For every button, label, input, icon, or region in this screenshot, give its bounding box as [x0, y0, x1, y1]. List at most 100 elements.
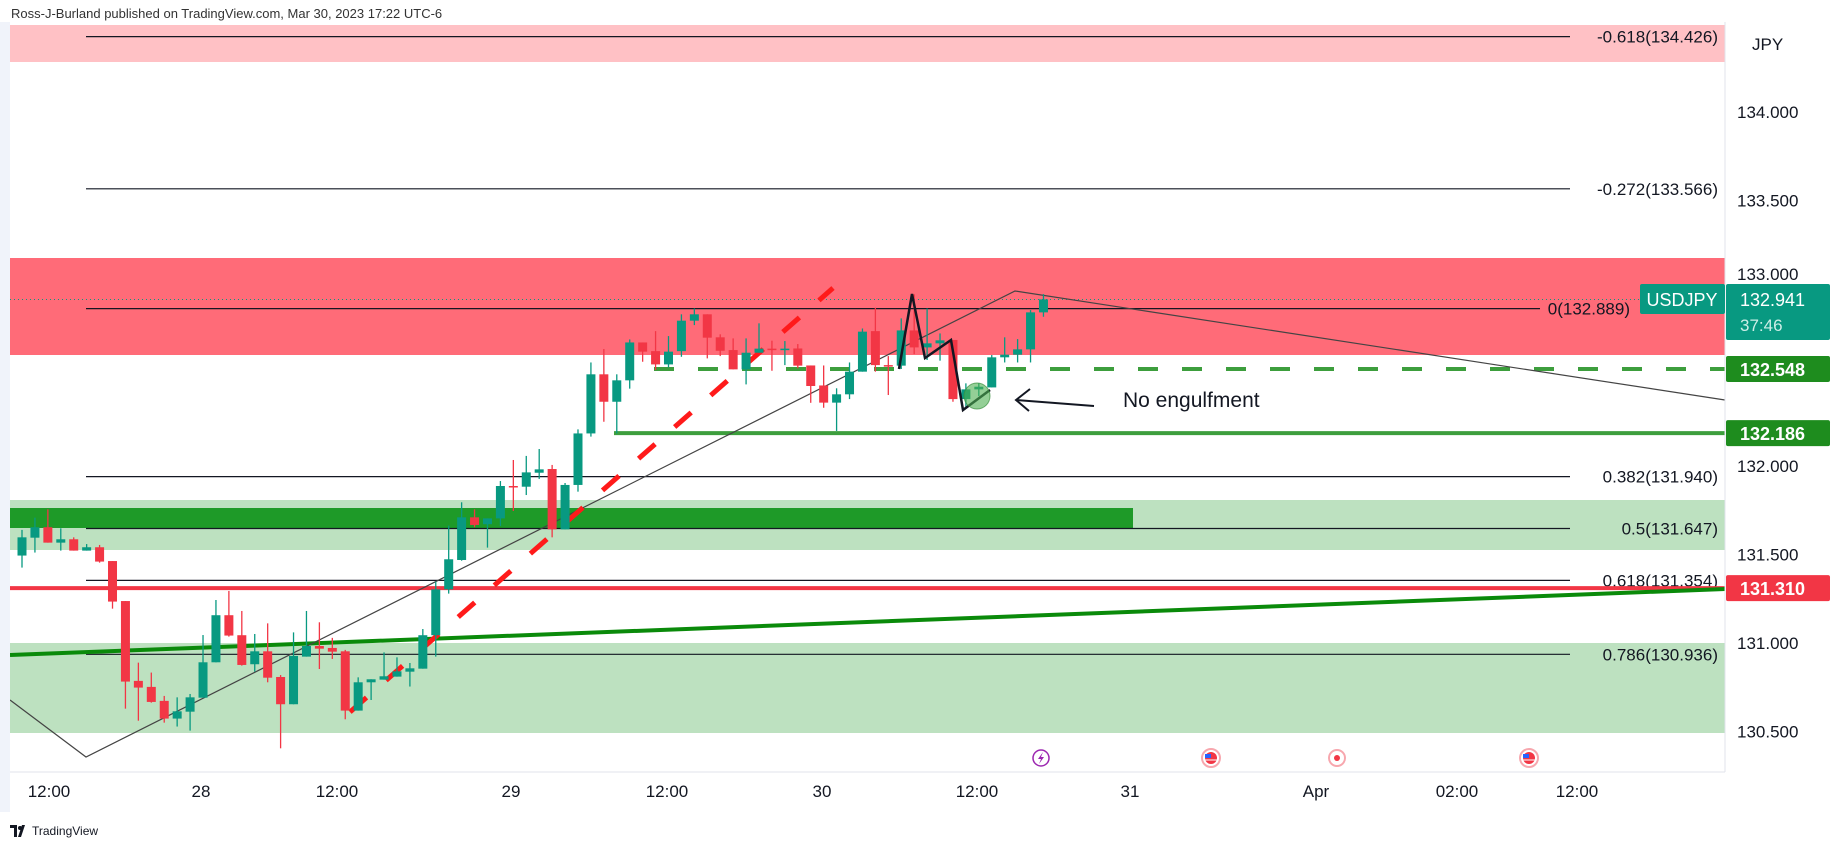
candle — [780, 341, 790, 366]
arrow-head-icon — [1014, 388, 1031, 412]
x-axis[interactable]: 12:00 28 12:00 29 12:00 30 12:00 31 Apr 02:00 12:0… — [28, 782, 1599, 801]
lightning-event-icon[interactable] — [1032, 749, 1050, 767]
publisher-header: Ross-J-Burland published on TradingView.… — [11, 6, 443, 21]
candle-body — [883, 365, 893, 367]
x-tick-label: Apr — [1303, 782, 1330, 801]
candle-body — [133, 680, 143, 688]
candle-body — [625, 342, 635, 381]
candle — [43, 509, 53, 543]
tradingview-logo-icon — [10, 825, 28, 837]
x-tick-label: 12:00 — [316, 782, 359, 801]
news-dot-event-icon[interactable] — [1328, 749, 1346, 767]
x-tick-label: 12:00 — [28, 782, 71, 801]
candle — [340, 649, 350, 720]
candle — [418, 629, 428, 669]
candle — [664, 336, 673, 368]
y-tick-label: 133.000 — [1737, 265, 1798, 284]
candle — [922, 308, 932, 360]
candle — [198, 635, 208, 698]
candle-body — [250, 651, 260, 665]
candle-body — [857, 331, 867, 372]
y-tick-label: 130.500 — [1737, 723, 1798, 742]
candle — [870, 307, 880, 372]
candle — [987, 355, 997, 388]
candle-body — [405, 668, 415, 672]
candle-body — [276, 676, 286, 705]
candle — [495, 481, 505, 527]
candle-body — [948, 339, 958, 400]
candle-body — [689, 314, 699, 321]
annotation-no-engulfment: No engulfment — [1123, 389, 1260, 412]
x-tick-label: 02:00 — [1436, 782, 1479, 801]
candle — [767, 340, 777, 371]
price-labels: 132.548 132.186 131.310 — [1726, 356, 1830, 602]
candle-body — [767, 348, 777, 351]
candle-body — [146, 686, 156, 702]
fib-level-label: -0.272(133.566) — [1597, 180, 1718, 199]
candle-body — [702, 314, 712, 338]
candle-body — [198, 662, 208, 698]
candle — [301, 610, 311, 657]
candle-body — [651, 351, 661, 365]
candle-body — [987, 357, 997, 388]
candle — [431, 581, 441, 657]
candle-body — [495, 486, 505, 519]
candle-body — [612, 380, 622, 402]
y-axis[interactable]: 134.000 133.500 133.000 132.000 131.500 131.0… — [1737, 103, 1798, 742]
price-label-value: 132.548 — [1740, 360, 1805, 380]
candle-body — [172, 711, 182, 719]
candle-body — [586, 374, 596, 434]
candle — [1013, 339, 1023, 363]
candle-body — [327, 647, 337, 652]
candle-body — [237, 635, 247, 665]
x-tick-label: 29 — [502, 782, 521, 801]
candle — [547, 464, 557, 538]
candle-body — [353, 682, 363, 711]
candle — [689, 308, 699, 326]
candle-body — [56, 539, 66, 543]
candle — [741, 338, 751, 385]
candle — [444, 525, 454, 594]
candle — [405, 663, 415, 687]
candle — [314, 622, 324, 670]
candle-body — [185, 697, 195, 712]
footer-brand-text: TradingView — [32, 824, 99, 838]
candle — [586, 362, 596, 437]
candle-body — [508, 486, 518, 488]
candle — [482, 518, 492, 548]
candle — [508, 459, 518, 511]
candle-body — [224, 615, 234, 636]
candle-body — [806, 365, 816, 386]
candle — [702, 314, 712, 359]
candle — [612, 374, 622, 434]
candle — [82, 544, 92, 551]
candle-body — [108, 561, 118, 602]
candle-body — [379, 676, 389, 680]
fib-level-label: 0.382(131.940) — [1603, 468, 1718, 487]
candle — [728, 338, 738, 370]
bar-countdown: 37:46 — [1740, 316, 1783, 335]
candle — [806, 365, 816, 403]
candle — [379, 652, 389, 680]
rising-trendline — [9, 587, 1726, 657]
candle-body — [780, 348, 790, 351]
candle-body — [599, 374, 609, 402]
candle-body — [534, 469, 544, 473]
price-label-box — [1726, 575, 1830, 602]
us-flag-event-icon[interactable] — [1201, 748, 1221, 768]
overlay-layer — [897, 293, 1095, 413]
candle — [211, 599, 221, 663]
candle — [120, 601, 130, 709]
resistance-zone — [10, 258, 1725, 355]
candle — [1038, 294, 1048, 317]
candle — [263, 623, 273, 683]
candle-body — [211, 615, 221, 663]
y-tick-label: 132.000 — [1737, 457, 1798, 476]
y-tick-label: 133.500 — [1737, 192, 1798, 211]
us-flag-event-icon[interactable] — [1519, 748, 1539, 768]
candle — [237, 610, 247, 666]
candle-body — [573, 433, 583, 485]
price-label-value: 131.310 — [1740, 579, 1805, 599]
y-tick-label: 131.500 — [1737, 546, 1798, 565]
